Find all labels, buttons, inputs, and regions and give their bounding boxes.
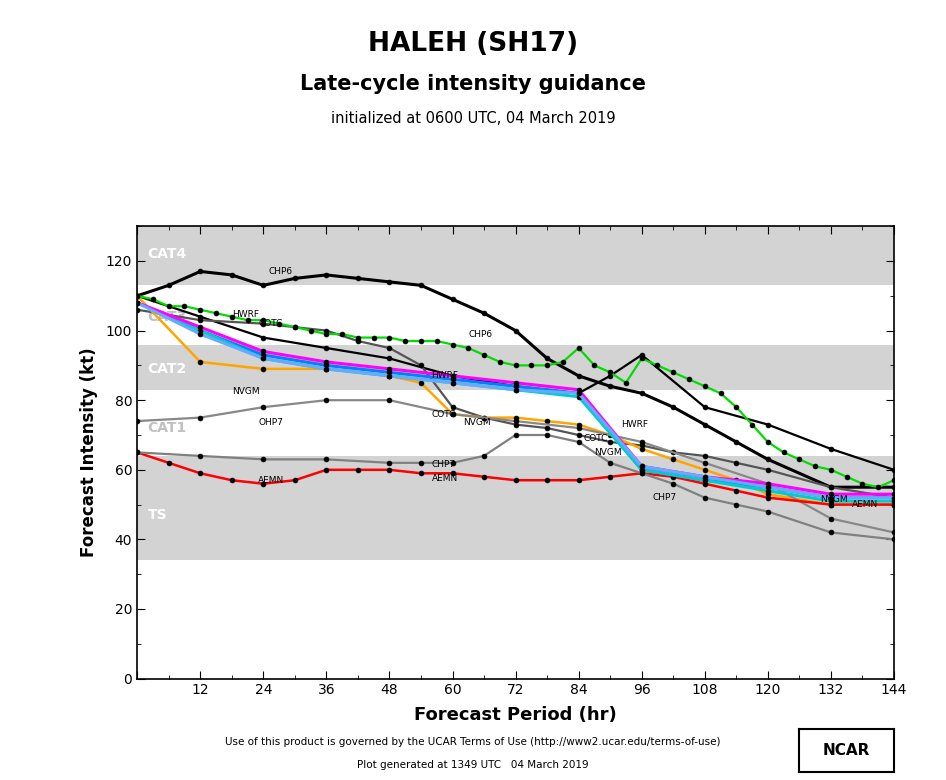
Text: AEMN: AEMN xyxy=(431,474,458,483)
Text: HWRF: HWRF xyxy=(232,310,259,320)
Bar xyxy=(137,345,894,390)
Text: CAT1: CAT1 xyxy=(148,421,187,435)
Text: initialized at 0600 UTC, 04 March 2019: initialized at 0600 UTC, 04 March 2019 xyxy=(331,111,615,126)
Text: CAT2: CAT2 xyxy=(148,362,187,376)
Text: Use of this product is governed by the UCAR Terms of Use (http://www2.ucar.edu/t: Use of this product is governed by the U… xyxy=(225,737,721,747)
Text: HALEH (SH17): HALEH (SH17) xyxy=(368,31,578,57)
Bar xyxy=(137,285,894,345)
Text: CAT4: CAT4 xyxy=(148,247,187,261)
Text: COTC: COTC xyxy=(431,410,456,419)
Text: AEMN: AEMN xyxy=(852,500,878,509)
Text: COTC: COTC xyxy=(258,319,283,328)
Text: Late-cycle intensity guidance: Late-cycle intensity guidance xyxy=(300,74,646,94)
Text: NCAR: NCAR xyxy=(823,743,870,758)
Text: Plot generated at 1349 UTC   04 March 2019: Plot generated at 1349 UTC 04 March 2019 xyxy=(358,760,588,771)
Text: AEMN: AEMN xyxy=(258,476,285,484)
Text: CHP7: CHP7 xyxy=(431,460,456,469)
Text: COTC: COTC xyxy=(584,434,608,443)
Text: TS: TS xyxy=(148,508,167,522)
Bar xyxy=(137,456,894,560)
Text: NVGM: NVGM xyxy=(820,495,848,504)
Bar xyxy=(137,560,894,679)
Text: HWRF: HWRF xyxy=(431,371,459,381)
Text: CAT3: CAT3 xyxy=(148,310,186,324)
Text: CHP6: CHP6 xyxy=(269,267,292,276)
Bar xyxy=(137,226,894,285)
Text: NVGM: NVGM xyxy=(594,448,622,457)
Text: NVGM: NVGM xyxy=(232,387,259,396)
Y-axis label: Forecast Intensity (kt): Forecast Intensity (kt) xyxy=(79,348,97,557)
Text: CHP7: CHP7 xyxy=(652,493,676,502)
Text: CHP6: CHP6 xyxy=(468,330,493,339)
Text: NVGM: NVGM xyxy=(463,418,491,427)
Text: HWRF: HWRF xyxy=(621,420,648,429)
Bar xyxy=(137,390,894,456)
Text: OHP7: OHP7 xyxy=(258,418,283,427)
X-axis label: Forecast Period (hr): Forecast Period (hr) xyxy=(414,706,617,724)
